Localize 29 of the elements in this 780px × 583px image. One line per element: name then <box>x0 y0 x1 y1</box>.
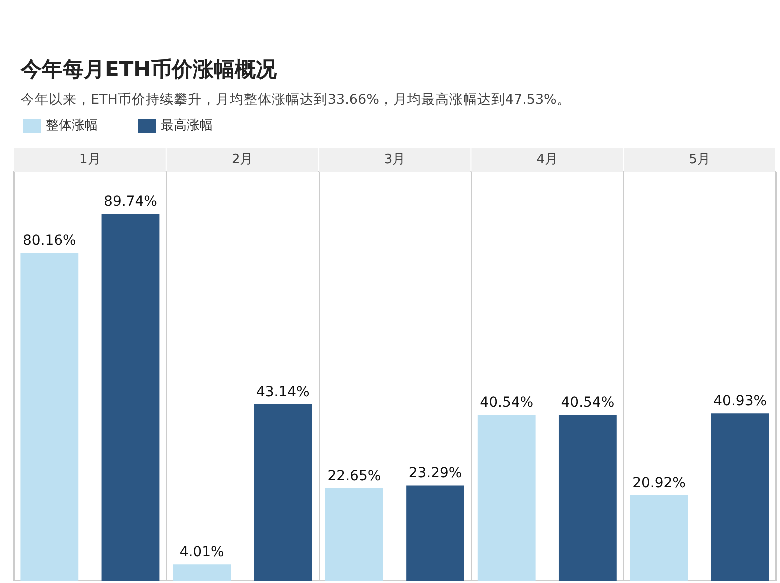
bar <box>478 415 536 581</box>
data-label: 80.16% <box>22 233 76 250</box>
data-label: 89.74% <box>104 194 158 210</box>
data-label: 43.14% <box>256 384 310 401</box>
bar <box>254 404 312 581</box>
bar <box>326 488 384 581</box>
bar <box>406 486 464 581</box>
chart-subtitle: 今年以来，ETH币价持续攀升，月均整体涨幅达到33.66%，月均最高涨幅达到47.53%。 <box>21 92 571 108</box>
data-label: 23.29% <box>408 466 462 482</box>
data-label: 20.92% <box>632 475 686 492</box>
bar <box>20 253 79 581</box>
bar <box>173 564 232 581</box>
x-tick-label: 5月 <box>689 152 710 168</box>
x-tick-label: 1月 <box>80 152 101 168</box>
data-label: 40.54% <box>480 395 534 412</box>
bar <box>630 495 688 581</box>
data-label: 40.54% <box>561 395 615 412</box>
legend-label: 最高涨幅 <box>161 118 213 134</box>
chart-title: 今年每月ETH币价涨幅概况 <box>20 58 278 82</box>
data-label: 22.65% <box>328 468 382 484</box>
bar <box>558 415 617 581</box>
x-tick-label: 2月 <box>232 152 254 168</box>
bar <box>102 214 160 581</box>
x-tick-label: 4月 <box>536 152 558 168</box>
legend-label: 整体涨幅 <box>46 118 98 134</box>
x-tick-label: 3月 <box>384 152 406 168</box>
data-label: 4.01% <box>180 544 224 561</box>
data-label: 40.93% <box>714 394 768 410</box>
bar <box>711 414 770 581</box>
